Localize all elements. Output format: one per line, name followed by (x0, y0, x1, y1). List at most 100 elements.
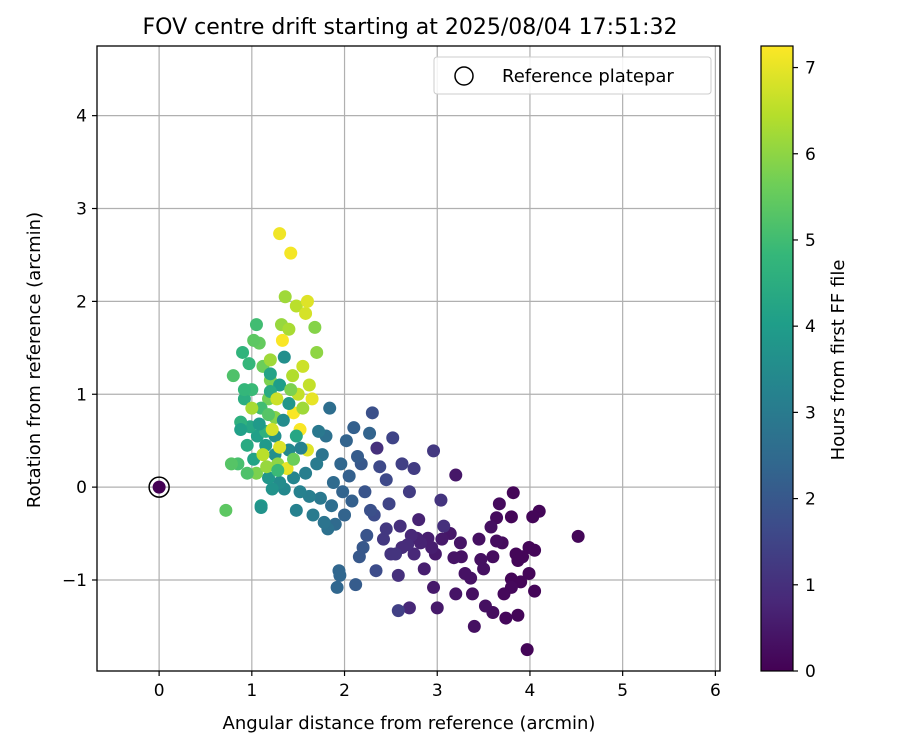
data-point (275, 333, 289, 347)
data-point (323, 401, 337, 415)
colorbar-tick-label: 5 (805, 231, 816, 251)
data-point (338, 508, 352, 522)
y-tick-label: 2 (76, 292, 87, 312)
y-tick-label: 4 (76, 107, 87, 127)
data-point (278, 290, 292, 304)
data-point (325, 499, 339, 513)
data-point (373, 460, 387, 474)
data-point (499, 611, 513, 625)
data-point (237, 383, 251, 397)
data-point (277, 350, 291, 364)
x-tick-label: 5 (617, 681, 628, 701)
colorbar-tick-label: 6 (805, 145, 816, 165)
data-point (252, 417, 266, 431)
data-point (391, 568, 405, 582)
data-point (352, 550, 366, 564)
data-point (358, 485, 372, 499)
colorbar-tick-label: 7 (805, 59, 816, 79)
data-point (245, 401, 259, 415)
data-point (379, 473, 393, 487)
data-point (504, 510, 518, 524)
y-tick-label: 0 (76, 478, 87, 498)
data-point (242, 357, 256, 371)
data-point (437, 519, 451, 533)
data-point (467, 619, 481, 633)
data-point (312, 424, 326, 438)
data-point (484, 520, 498, 534)
data-point (224, 457, 238, 471)
data-point (465, 587, 479, 601)
data-point (289, 299, 303, 313)
x-axis-ticks: 0 1 2 3 4 5 6 (154, 671, 721, 701)
data-point (365, 406, 379, 420)
data-point (271, 463, 285, 477)
data-point (407, 547, 421, 561)
data-point (360, 528, 374, 542)
data-point (511, 553, 525, 567)
data-point (273, 227, 287, 241)
data-point (427, 444, 441, 458)
data-point (226, 369, 240, 383)
data-point (219, 503, 233, 517)
legend-box (433, 56, 712, 95)
data-point (299, 306, 313, 320)
data-point (265, 423, 279, 437)
data-point (289, 503, 303, 517)
data-point (393, 519, 407, 533)
grid (97, 46, 720, 671)
data-point (474, 553, 488, 567)
data-point (434, 493, 448, 507)
data-point (458, 566, 472, 580)
data-point (370, 441, 384, 455)
data-point (347, 421, 361, 435)
colorbar-ticks: 0 1 2 3 4 5 6 7 (793, 59, 816, 682)
data-point (330, 580, 344, 594)
legend-entry-reference-platepar: Reference platepar (502, 66, 674, 87)
data-point (369, 564, 383, 578)
data-point (262, 408, 276, 422)
data-point (449, 468, 463, 482)
data-point (282, 397, 296, 411)
data-point (391, 604, 405, 618)
data-point (317, 515, 331, 529)
data-point (237, 392, 251, 406)
data-point (334, 457, 348, 471)
data-point (276, 413, 290, 427)
legend: Reference platepar (433, 56, 712, 95)
x-tick-label: 2 (339, 681, 350, 701)
data-point (263, 367, 277, 381)
data-point (284, 383, 298, 397)
colorbar-tick-label: 2 (805, 490, 816, 510)
data-point (345, 494, 359, 508)
data-point (273, 378, 287, 392)
colorbar-tick-label: 4 (805, 317, 816, 337)
data-points (152, 227, 585, 657)
data-point (263, 353, 277, 367)
data-point (447, 551, 461, 565)
plot-frame (96, 45, 721, 672)
data-point (313, 491, 327, 505)
data-point (296, 401, 310, 415)
data-point (395, 457, 409, 471)
reference-platepar-marker (148, 476, 170, 498)
data-point (379, 522, 393, 536)
data-point (254, 501, 268, 515)
data-point (286, 369, 300, 383)
data-point (342, 469, 356, 483)
data-point (412, 513, 426, 527)
x-tick-label: 3 (432, 681, 443, 701)
data-point (417, 562, 431, 576)
data-point (249, 466, 263, 480)
y-axis-ticks: −1 0 1 2 3 4 (62, 107, 97, 591)
data-point (287, 452, 301, 466)
data-point (339, 434, 353, 448)
data-point (270, 392, 284, 406)
colorbar-tick-label: 3 (805, 403, 816, 423)
data-point (526, 510, 540, 524)
data-point (453, 536, 467, 550)
data-point (260, 460, 274, 474)
data-point (282, 322, 296, 336)
data-point (522, 540, 536, 554)
data-point (402, 601, 416, 615)
